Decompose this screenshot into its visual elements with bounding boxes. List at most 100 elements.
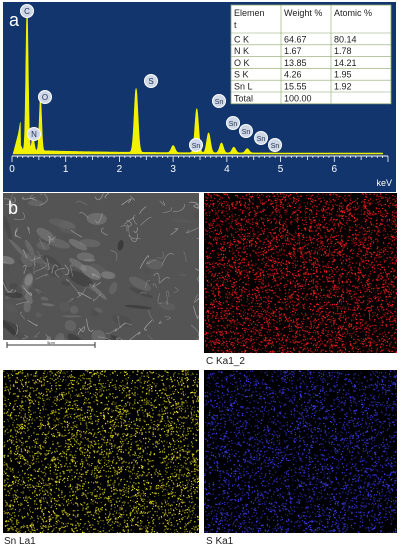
map-pixel bbox=[372, 334, 374, 336]
map-pixel bbox=[312, 344, 315, 347]
map-pixel bbox=[280, 205, 282, 208]
map-pixel bbox=[291, 213, 293, 215]
map-pixel bbox=[258, 294, 260, 296]
map-pixel bbox=[334, 259, 336, 261]
map-pixel bbox=[348, 239, 350, 241]
map-pixel bbox=[241, 291, 243, 293]
sem-texture bbox=[193, 212, 199, 219]
map-pixel bbox=[262, 280, 264, 282]
map-pixel bbox=[226, 324, 228, 326]
map-pixel bbox=[238, 289, 241, 291]
map-pixel bbox=[256, 320, 258, 322]
map-pixel bbox=[279, 289, 281, 291]
map-pixel bbox=[311, 290, 313, 292]
map-pixel bbox=[217, 317, 219, 319]
map-pixel bbox=[326, 342, 328, 344]
map-pixel bbox=[232, 344, 235, 346]
map-pixel bbox=[224, 215, 226, 217]
map-pixel bbox=[340, 313, 342, 315]
map-pixel bbox=[211, 245, 213, 247]
map-pixel bbox=[208, 256, 210, 259]
map-pixel bbox=[221, 325, 223, 327]
map-pixel bbox=[209, 224, 211, 226]
map-pixel bbox=[343, 315, 345, 317]
map-pixel bbox=[353, 339, 355, 341]
map-pixel bbox=[277, 264, 279, 266]
map-pixel bbox=[325, 270, 328, 272]
map-pixel bbox=[349, 226, 351, 228]
map-pixel bbox=[394, 262, 396, 265]
map-pixel bbox=[339, 205, 341, 207]
map-pixel bbox=[258, 279, 260, 281]
map-pixel bbox=[286, 347, 289, 349]
map-pixel bbox=[385, 326, 388, 328]
map-pixel bbox=[309, 209, 311, 211]
map-pixel bbox=[329, 274, 331, 276]
map-pixel bbox=[245, 276, 247, 278]
map-pixel bbox=[309, 308, 311, 310]
map-pixel bbox=[372, 214, 374, 216]
map-pixel bbox=[380, 264, 382, 266]
map-pixel bbox=[240, 295, 242, 297]
map-pixel bbox=[213, 304, 215, 306]
map-pixel bbox=[221, 268, 223, 270]
map-pixel bbox=[316, 276, 318, 278]
map-pixel bbox=[265, 345, 268, 347]
map-pixel bbox=[347, 271, 349, 274]
map-pixel bbox=[230, 328, 232, 330]
map-pixel bbox=[395, 321, 397, 323]
map-pixel bbox=[310, 268, 312, 270]
map-pixel bbox=[272, 289, 274, 291]
sem-texture bbox=[129, 287, 153, 299]
map-pixel bbox=[228, 244, 230, 246]
map-pixel bbox=[377, 231, 379, 233]
map-pixel bbox=[265, 328, 267, 330]
map-pixel bbox=[254, 288, 256, 290]
map-pixel bbox=[376, 226, 378, 228]
map-pixel bbox=[369, 214, 371, 216]
map-pixel bbox=[303, 201, 305, 204]
map-pixel bbox=[298, 292, 300, 294]
map-pixel bbox=[310, 326, 312, 328]
map-pixel bbox=[371, 347, 373, 349]
map-pixel bbox=[368, 205, 370, 207]
map-pixel bbox=[296, 298, 298, 300]
map-pixel bbox=[364, 323, 366, 325]
map-pixel bbox=[283, 313, 286, 315]
map-pixel bbox=[267, 329, 269, 331]
map-pixel bbox=[389, 262, 391, 264]
map-pixel bbox=[228, 294, 230, 296]
map-pixel bbox=[310, 257, 312, 259]
table-cell: 1.92 bbox=[334, 82, 352, 92]
map-pixel bbox=[375, 294, 377, 296]
map-pixel bbox=[243, 317, 245, 319]
map-pixel bbox=[236, 195, 238, 197]
map-pixel bbox=[357, 280, 359, 282]
map-pixel bbox=[207, 315, 209, 317]
map-pixel bbox=[341, 250, 343, 252]
map-pixel bbox=[337, 223, 339, 225]
map-pixel bbox=[259, 200, 261, 202]
map-pixel bbox=[345, 222, 347, 224]
map-pixel bbox=[241, 351, 243, 353]
map-pixel bbox=[223, 193, 225, 195]
map-pixel bbox=[344, 263, 347, 265]
map-pixel bbox=[216, 217, 218, 219]
map-pixel bbox=[371, 241, 373, 243]
map-pixel bbox=[229, 242, 231, 244]
map-pixel bbox=[235, 271, 237, 273]
map-pixel bbox=[268, 295, 270, 297]
map-pixel bbox=[380, 324, 382, 326]
map-pixel bbox=[270, 222, 272, 224]
map-pixel bbox=[380, 291, 382, 293]
map-pixel bbox=[393, 255, 395, 257]
map-pixel bbox=[237, 322, 239, 324]
map-pixel bbox=[310, 268, 313, 270]
map-pixel bbox=[303, 272, 305, 274]
map-pixel bbox=[234, 323, 236, 325]
map-pixel bbox=[221, 276, 224, 278]
map-pixel bbox=[262, 286, 264, 288]
map-pixel bbox=[308, 273, 310, 275]
sem-ridge bbox=[119, 323, 132, 328]
map-pixel bbox=[236, 244, 238, 246]
